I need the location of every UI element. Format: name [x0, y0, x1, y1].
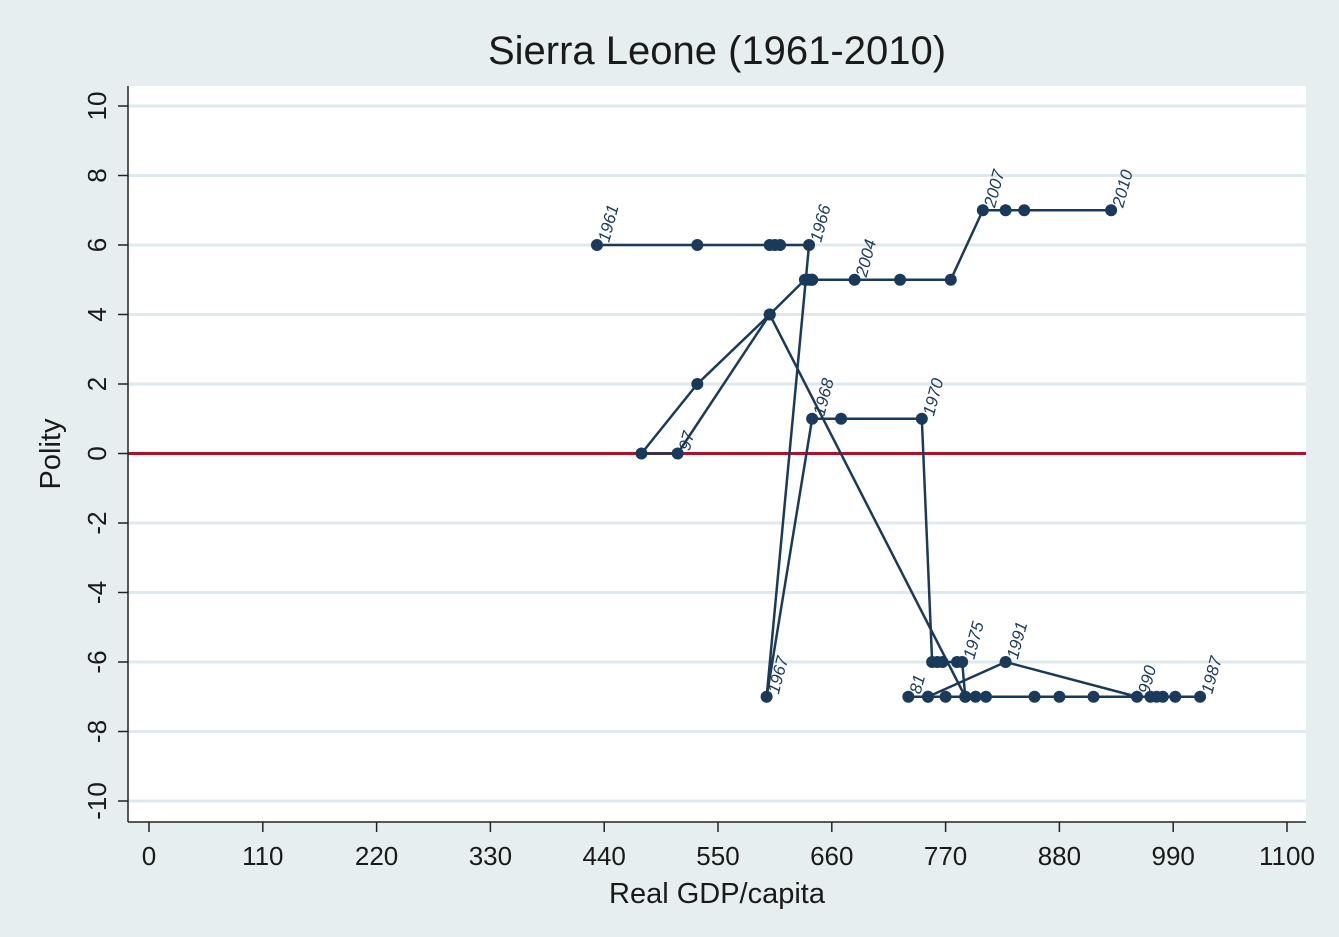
data-point-1978 — [979, 690, 992, 703]
data-point-1997 — [671, 447, 684, 460]
data-point-1995 — [691, 378, 704, 390]
data-point-1967 — [760, 690, 773, 703]
data-point-1981 — [902, 690, 915, 703]
data-point-1990 — [1130, 690, 1143, 703]
x-tick-label: 0 — [142, 841, 156, 871]
data-point-2003 — [806, 273, 819, 286]
data-point-1982 — [1028, 690, 1041, 703]
x-tick-label: 110 — [242, 841, 283, 871]
data-point-2008 — [999, 204, 1012, 217]
data-point-1993 — [959, 690, 972, 703]
data-point-1998 — [763, 308, 776, 321]
x-axis-label: Real GDP/capita — [609, 878, 826, 910]
axes: -10 -8 -6 -4 -2 0 2 4 6 8 10 0 110 220 330 440 550 660 770… — [82, 86, 1315, 871]
x-tick-label: 990 — [1152, 841, 1195, 871]
y-tick-label: 6 — [82, 238, 112, 252]
data-point-2007 — [976, 204, 989, 217]
data-point-1965 — [774, 239, 787, 251]
x-tick-label: 550 — [696, 841, 739, 871]
point-label-1981: 81 — [906, 673, 929, 696]
x-tick-label: 880 — [1038, 841, 1081, 871]
point-label-1997: 97 — [675, 429, 698, 453]
data-point-2009 — [1018, 204, 1031, 217]
data-point-1970 — [915, 412, 928, 425]
y-tick-label: 4 — [82, 307, 112, 321]
y-tick-label: 10 — [82, 92, 112, 121]
x-tick-label: 770 — [924, 841, 967, 871]
data-point-1979 — [939, 690, 952, 703]
data-point-1989 — [1150, 690, 1163, 703]
data-point-1992 — [922, 690, 935, 703]
y-tick-label: -8 — [82, 720, 112, 743]
x-tick-label: 330 — [469, 841, 512, 871]
y-tick-label: 0 — [82, 446, 112, 460]
chart-title: Sierra Leone (1961-2010) — [488, 29, 946, 73]
x-tick-label: 1100 — [1259, 841, 1315, 871]
x-tick-label: 660 — [810, 841, 853, 871]
data-point-2010 — [1105, 204, 1118, 217]
data-point-1973 — [936, 656, 949, 668]
data-point-1996 — [635, 447, 648, 460]
x-tick-label: 220 — [355, 841, 398, 871]
data-point-1962 — [691, 239, 704, 251]
data-point-1987 — [1194, 690, 1207, 703]
data-point-1983 — [1053, 690, 1066, 703]
y-tick-label: 8 — [82, 168, 112, 182]
data-point-2004 — [848, 273, 861, 286]
data-point-1986 — [1169, 690, 1182, 703]
data-point-1961 — [590, 239, 603, 251]
data-point-1977 — [969, 690, 982, 703]
data-point-1968 — [806, 412, 819, 425]
data-point-2006 — [944, 273, 957, 286]
data-point-2005 — [894, 273, 907, 286]
data-point-1984 — [1087, 690, 1100, 703]
y-tick-label: -4 — [82, 581, 112, 604]
y-tick-label: -10 — [82, 782, 112, 820]
y-tick-label: -6 — [82, 650, 112, 673]
data-point-1975 — [956, 656, 969, 668]
y-tick-label: 2 — [82, 377, 112, 391]
data-point-1969 — [835, 412, 848, 425]
y-axis-label: Polity — [35, 418, 67, 489]
data-point-1991 — [999, 656, 1012, 668]
x-tick-label: 440 — [583, 841, 626, 871]
y-tick-label: -2 — [82, 511, 112, 534]
data-point-1966 — [803, 239, 816, 251]
